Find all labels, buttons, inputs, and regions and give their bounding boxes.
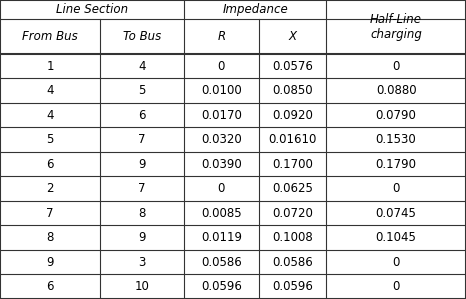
Text: 2: 2 bbox=[46, 182, 54, 195]
Text: 0.0625: 0.0625 bbox=[272, 182, 313, 195]
Text: 0.1530: 0.1530 bbox=[376, 133, 417, 146]
Text: 0: 0 bbox=[218, 60, 225, 73]
Text: 0.0576: 0.0576 bbox=[272, 60, 313, 73]
Text: 0.0596: 0.0596 bbox=[272, 280, 313, 293]
Text: 6: 6 bbox=[46, 158, 54, 171]
Text: 8: 8 bbox=[47, 231, 54, 244]
Text: 0.0850: 0.0850 bbox=[272, 84, 313, 97]
Text: 7: 7 bbox=[138, 133, 146, 146]
Text: 4: 4 bbox=[46, 109, 54, 122]
Text: 0: 0 bbox=[392, 280, 400, 293]
Text: 0.0320: 0.0320 bbox=[201, 133, 242, 146]
Text: 1: 1 bbox=[46, 60, 54, 73]
Text: 0: 0 bbox=[392, 256, 400, 269]
Text: 0.0745: 0.0745 bbox=[376, 207, 417, 220]
Text: 0.0920: 0.0920 bbox=[272, 109, 313, 122]
Text: 0.0720: 0.0720 bbox=[272, 207, 313, 220]
Text: 0.0586: 0.0586 bbox=[201, 256, 242, 269]
Text: 6: 6 bbox=[46, 280, 54, 293]
Text: 5: 5 bbox=[138, 84, 146, 97]
Text: 0.0170: 0.0170 bbox=[201, 109, 242, 122]
Text: 3: 3 bbox=[138, 256, 146, 269]
Text: 4: 4 bbox=[138, 60, 146, 73]
Text: Half-Line
charging: Half-Line charging bbox=[370, 13, 422, 41]
Text: From Bus: From Bus bbox=[22, 30, 78, 43]
Text: 0.0100: 0.0100 bbox=[201, 84, 242, 97]
Text: 7: 7 bbox=[46, 207, 54, 220]
Text: X: X bbox=[288, 30, 296, 43]
Text: Line Section: Line Section bbox=[56, 3, 128, 16]
Text: 0.0085: 0.0085 bbox=[201, 207, 242, 220]
Text: 0.0119: 0.0119 bbox=[201, 231, 242, 244]
Text: 0: 0 bbox=[392, 60, 400, 73]
Text: Impedance: Impedance bbox=[222, 3, 288, 16]
Text: 0: 0 bbox=[218, 182, 225, 195]
Text: 7: 7 bbox=[138, 182, 146, 195]
Text: 0.1045: 0.1045 bbox=[376, 231, 417, 244]
Text: 0.1790: 0.1790 bbox=[376, 158, 417, 171]
Text: 9: 9 bbox=[138, 158, 146, 171]
Text: 9: 9 bbox=[138, 231, 146, 244]
Text: 9: 9 bbox=[46, 256, 54, 269]
Text: 0.0880: 0.0880 bbox=[376, 84, 417, 97]
Text: 0.0596: 0.0596 bbox=[201, 280, 242, 293]
Text: 0.1008: 0.1008 bbox=[272, 231, 313, 244]
Text: 0: 0 bbox=[392, 182, 400, 195]
Text: 0.01610: 0.01610 bbox=[268, 133, 316, 146]
Text: 0.1700: 0.1700 bbox=[272, 158, 313, 171]
Text: 8: 8 bbox=[138, 207, 146, 220]
Text: 0.0390: 0.0390 bbox=[201, 158, 242, 171]
Text: 0.0790: 0.0790 bbox=[376, 109, 417, 122]
Text: 5: 5 bbox=[47, 133, 54, 146]
Text: R: R bbox=[217, 30, 226, 43]
Text: 10: 10 bbox=[135, 280, 150, 293]
Text: 6: 6 bbox=[138, 109, 146, 122]
Text: 4: 4 bbox=[46, 84, 54, 97]
Text: 0.0586: 0.0586 bbox=[272, 256, 313, 269]
Text: To Bus: To Bus bbox=[123, 30, 161, 43]
